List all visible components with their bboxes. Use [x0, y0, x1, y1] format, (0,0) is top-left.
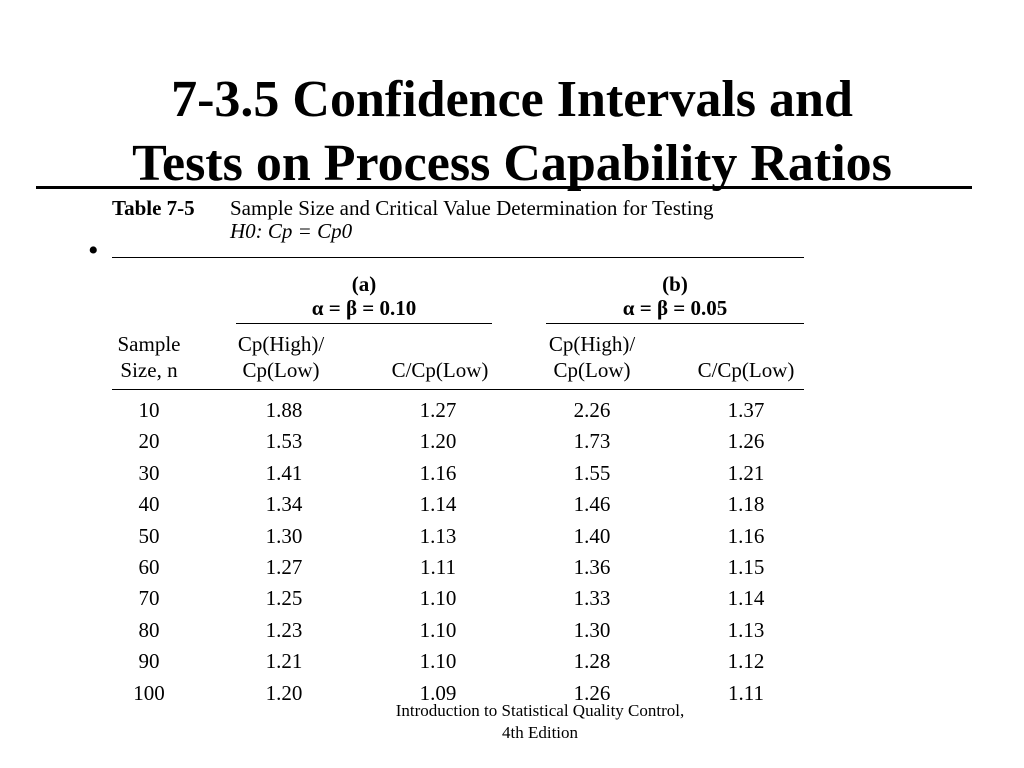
table-cell-value: 1.10 [419, 617, 457, 642]
table-cell-sample-size: 10 [138, 398, 160, 422]
footer-edition: 4th Edition [501, 723, 579, 742]
table-cell-value: 1.27 [265, 555, 303, 579]
table-cell-value: 1.21 [727, 460, 765, 485]
table-caption: Table 7-5 Sample Size and Critical Value … [112, 197, 714, 243]
table-cell-sample-size: 100 [133, 680, 165, 705]
group-b-label: (b) [662, 272, 688, 296]
table-cell-value: 1.88 [265, 398, 303, 422]
footer-book-title: Introduction to Statistical Quality Cont… [395, 701, 685, 720]
table-cell-value: 1.26 [727, 429, 765, 454]
slide-title-line-1: 7-3.5 Confidence Intervals and [171, 71, 853, 128]
col-header-a-c-ratio: C/Cp(Low) [391, 358, 489, 382]
table-cell-sample-size: 30 [138, 460, 160, 485]
table-cell-value: 1.26 [573, 680, 611, 705]
table-cell-sample-size: 70 [138, 586, 160, 611]
col-header-a-ratio-2: Cp(Low) [242, 358, 320, 382]
table-cell-value: 1.16 [727, 523, 765, 548]
table-cell-value: 1.36 [573, 555, 611, 579]
table-cell-value: 2.26 [573, 398, 611, 422]
table-cell-value: 1.10 [419, 649, 457, 674]
table-cell-sample-size: 50 [138, 523, 160, 548]
bullet-point: • [88, 234, 99, 267]
table-cell-value: 1.46 [573, 492, 611, 517]
table-cell-value: 1.11 [420, 555, 456, 579]
table-cell-value: 1.14 [727, 586, 765, 611]
slide-title: 7-3.5 Confidence Intervals and Tests on … [0, 68, 1024, 196]
table-header-rule [112, 389, 804, 390]
table-cell-value: 1.73 [573, 429, 611, 454]
table-cell-value: 1.28 [573, 649, 611, 674]
group-b-condition: α = β = 0.05 [622, 296, 728, 320]
slide-footer: Introduction to Statistical Quality Cont… [340, 700, 740, 744]
table-cell-value: 1.40 [573, 523, 611, 548]
table-number: Table 7-5 [112, 196, 195, 220]
table-cell-sample-size: 80 [138, 617, 160, 642]
table-cell-value: 1.10 [419, 586, 457, 611]
table-cell-value: 1.11 [728, 680, 764, 705]
table-cell-value: 1.09 [419, 680, 457, 705]
table-cell-value: 1.21 [265, 649, 303, 674]
table-cell-value: 1.37 [727, 398, 765, 422]
table-cell-sample-size: 60 [138, 555, 160, 579]
table-cell-value: 1.27 [419, 398, 457, 422]
col-header-a-ratio-1: Cp(High)/ [237, 332, 325, 356]
table-cell-value: 1.20 [265, 680, 303, 705]
col-header-b-c-ratio: C/Cp(Low) [697, 358, 795, 382]
table-cell-value: 1.18 [727, 492, 765, 517]
col-header-sample: Sample [117, 332, 181, 356]
table-cell-value: 1.33 [573, 586, 611, 611]
group-a-rule [236, 323, 492, 324]
table-cell-value: 1.55 [573, 460, 611, 485]
table-cell-value: 1.13 [727, 617, 765, 642]
title-divider [36, 186, 972, 189]
table-cell-value: 1.14 [419, 492, 457, 517]
col-header-b-ratio-1: Cp(High)/ [548, 332, 636, 356]
group-a-label: (a) [351, 272, 377, 296]
table-cell-value: 1.13 [419, 523, 457, 548]
table-cell-value: 1.20 [419, 429, 457, 454]
table-cell-value: 1.16 [419, 460, 457, 485]
table-cell-value: 1.53 [265, 429, 303, 454]
table-cell-value: 1.15 [727, 555, 765, 579]
table-cell-value: 1.30 [265, 523, 303, 548]
table-cell-sample-size: 90 [138, 649, 160, 674]
table-cell-sample-size: 20 [138, 429, 160, 454]
table-hypothesis: H0: Cp = Cp0 [230, 219, 353, 243]
col-header-b-ratio-2: Cp(Low) [553, 358, 631, 382]
table-top-rule [112, 257, 804, 258]
group-a-condition: α = β = 0.10 [311, 296, 417, 320]
table-cell-value: 1.12 [727, 649, 765, 674]
table-cell-value: 1.23 [265, 617, 303, 642]
table-cell-value: 1.34 [265, 492, 303, 517]
table-cell-value: 1.30 [573, 617, 611, 642]
table-cell-value: 1.41 [265, 460, 303, 485]
col-header-size-n: Size, n [120, 358, 178, 382]
slide-title-line-2: Tests on Process Capability Ratios [132, 135, 892, 192]
group-b-rule [546, 323, 804, 324]
table-cell-value: 1.25 [265, 586, 303, 611]
table-caption-text: Sample Size and Critical Value Determina… [230, 196, 714, 220]
table-cell-sample-size: 40 [138, 492, 160, 517]
